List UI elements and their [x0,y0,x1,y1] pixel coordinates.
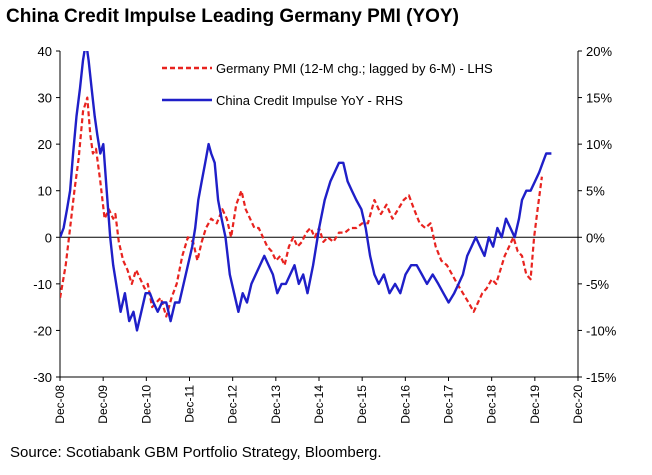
x-tick-label: Dec-10 [139,385,153,424]
x-tick-label: Dec-19 [528,385,542,424]
x-tick-label: Dec-16 [398,385,412,424]
right-tick-label: 10% [586,137,612,152]
right-tick-label: 5% [586,184,605,199]
x-tick-label: Dec-20 [571,385,585,424]
left-tick-label: 20 [38,137,52,152]
right-tick-label: -10% [586,323,617,338]
left-tick-label: 10 [38,184,52,199]
x-tick-label: Dec-14 [312,385,326,424]
x-tick-label: Dec-15 [355,385,369,424]
x-tick-label: Dec-17 [442,385,456,424]
x-tick-label: Dec-12 [226,385,240,424]
chart-title: China Credit Impulse Leading Germany PMI… [6,6,459,27]
x-tick-label: Dec-18 [485,385,499,424]
china-credit-impulse-line [60,51,552,332]
left-tick-label: -20 [33,323,52,338]
legend-label-1: China Credit Impulse YoY - RHS [216,93,403,108]
right-tick-label: 20% [586,44,612,59]
source-note: Source: Scotiabank GBM Portfolio Strateg… [10,444,382,461]
right-tick-label: 15% [586,91,612,106]
left-tick-label: 40 [38,44,52,59]
x-tick-label: Dec-08 [53,385,67,424]
right-tick-label: -15% [586,370,617,385]
left-tick-label: -30 [33,370,52,385]
legend-label-0: Germany PMI (12-M chg.; lagged by 6-M) -… [216,61,493,76]
left-tick-label: 0 [45,230,52,245]
right-tick-label: 0% [586,230,605,245]
left-tick-label: -10 [33,277,52,292]
left-tick-label: 30 [38,91,52,106]
x-tick-label: Dec-11 [183,385,197,423]
right-tick-label: -5% [586,277,610,292]
x-tick-label: Dec-13 [269,385,283,424]
x-tick-label: Dec-09 [96,385,110,424]
germany-pmi-line [60,96,543,318]
